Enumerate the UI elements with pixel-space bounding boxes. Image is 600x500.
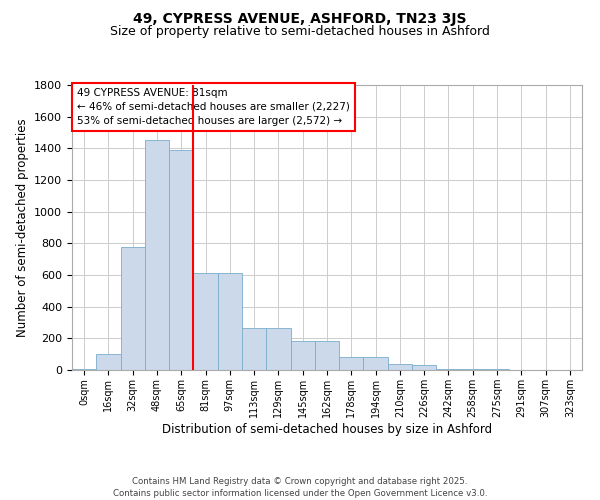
Bar [169, 150, 193, 370]
Text: 49, CYPRESS AVENUE, ASHFORD, TN23 3JS: 49, CYPRESS AVENUE, ASHFORD, TN23 3JS [133, 12, 467, 26]
Bar [339, 358, 364, 370]
Bar [121, 246, 145, 370]
Y-axis label: Number of semi-detached properties: Number of semi-detached properties [16, 118, 29, 337]
Bar [315, 340, 339, 370]
Text: Contains HM Land Registry data © Crown copyright and database right 2025.
Contai: Contains HM Land Registry data © Crown c… [113, 476, 487, 498]
Bar [485, 369, 509, 370]
Bar [461, 369, 485, 370]
Bar [145, 140, 169, 370]
Bar [412, 365, 436, 370]
Bar [193, 272, 218, 370]
Text: Size of property relative to semi-detached houses in Ashford: Size of property relative to semi-detach… [110, 25, 490, 38]
Bar [364, 358, 388, 370]
Text: 49 CYPRESS AVENUE: 81sqm
← 46% of semi-detached houses are smaller (2,227)
53% o: 49 CYPRESS AVENUE: 81sqm ← 46% of semi-d… [77, 88, 350, 126]
Bar [242, 328, 266, 370]
Bar [218, 272, 242, 370]
Bar [290, 340, 315, 370]
Bar [72, 369, 96, 370]
Bar [96, 354, 121, 370]
Bar [388, 364, 412, 370]
X-axis label: Distribution of semi-detached houses by size in Ashford: Distribution of semi-detached houses by … [162, 422, 492, 436]
Bar [436, 369, 461, 370]
Bar [266, 328, 290, 370]
